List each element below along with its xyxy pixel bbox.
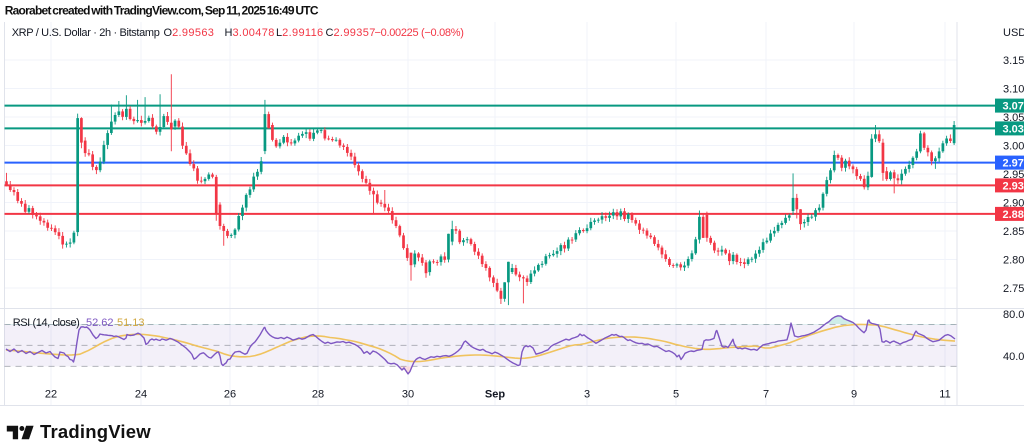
svg-text:2.95: 2.95 [1003, 169, 1024, 181]
svg-text:C2.99357: C2.99357 [326, 27, 376, 39]
svg-text:51.13: 51.13 [117, 317, 145, 329]
svg-text:USD: USD [1003, 27, 1024, 39]
svg-text:3.10: 3.10 [1003, 84, 1024, 96]
svg-text:3.03: 3.03 [1003, 123, 1024, 135]
svg-text:3.00: 3.00 [1003, 141, 1024, 153]
svg-text:Raorabet created with TradingV: Raorabet created with TradingView.com, S… [5, 4, 319, 18]
svg-text:22: 22 [45, 389, 57, 401]
svg-text:2.90: 2.90 [1003, 198, 1024, 210]
svg-text:−0.00225 (−0.08%): −0.00225 (−0.08%) [375, 27, 464, 39]
svg-text:3.15: 3.15 [1003, 55, 1024, 67]
svg-text:80.00: 80.00 [1003, 309, 1024, 321]
svg-text:H3.00478: H3.00478 [225, 27, 275, 39]
svg-text:2.93: 2.93 [1003, 180, 1024, 192]
svg-text:26: 26 [224, 389, 236, 401]
svg-text:5: 5 [673, 389, 679, 401]
svg-text:28: 28 [312, 389, 324, 401]
svg-text:3: 3 [584, 389, 590, 401]
svg-text:2.97: 2.97 [1003, 158, 1024, 170]
svg-text:O2.99563: O2.99563 [164, 27, 215, 39]
svg-text:3.07: 3.07 [1003, 101, 1024, 113]
svg-text:40.00: 40.00 [1003, 351, 1024, 363]
svg-text:XRP / U.S. Dollar · 2h · Bitst: XRP / U.S. Dollar · 2h · Bitstamp [12, 27, 160, 39]
svg-text:Sep: Sep [485, 389, 505, 401]
svg-text:7: 7 [763, 389, 769, 401]
svg-text:2.75: 2.75 [1003, 283, 1024, 295]
svg-text:11: 11 [939, 389, 950, 401]
svg-text:52.62: 52.62 [86, 317, 114, 329]
svg-text:2.88: 2.88 [1003, 209, 1024, 221]
svg-text:L2.99116: L2.99116 [276, 27, 324, 39]
svg-text:3.05: 3.05 [1003, 112, 1024, 124]
svg-text:2.80: 2.80 [1003, 255, 1024, 267]
svg-text:TradingView: TradingView [40, 421, 151, 442]
svg-text:2.85: 2.85 [1003, 226, 1024, 238]
svg-text:9: 9 [851, 389, 857, 401]
svg-text:RSI (14, close): RSI (14, close) [13, 317, 80, 329]
svg-text:30: 30 [402, 389, 414, 401]
svg-text:24: 24 [135, 389, 147, 401]
